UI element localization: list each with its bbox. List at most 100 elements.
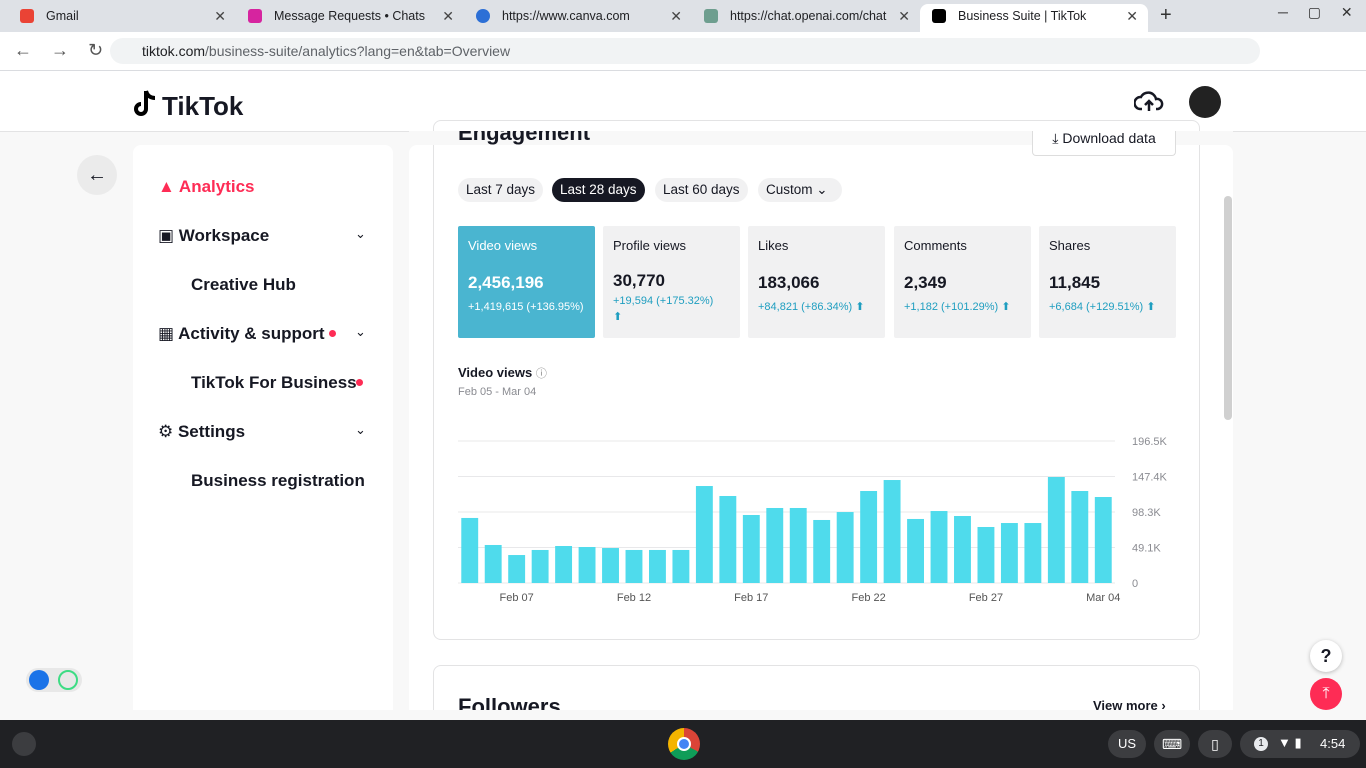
bar: [672, 549, 690, 583]
clock: 4:54: [1320, 736, 1346, 751]
metric-card[interactable]: Shares 11,845 +6,684 (+129.51%) ⬆: [1039, 226, 1176, 338]
extension-widget[interactable]: [26, 668, 82, 692]
launcher[interactable]: [12, 732, 36, 756]
y-tick-label: 0: [1132, 578, 1138, 590]
chart-subtitle: Feb 05 - Mar 04: [458, 386, 537, 398]
section-title: Engagement: [458, 131, 590, 151]
download-button[interactable]: ⤓ Download data: [1032, 131, 1176, 156]
range-tab[interactable]: Last 60 days: [655, 178, 748, 202]
bar: [461, 517, 479, 583]
tab-title: https://www.canva.com: [502, 9, 630, 23]
scrollbar-thumb[interactable]: [1224, 196, 1232, 420]
metric-value: 30,770: [613, 271, 665, 290]
bar: [766, 507, 784, 583]
nav-buttons[interactable]: ← → ↻: [14, 40, 104, 60]
close-tab[interactable]: ✕: [214, 8, 226, 24]
chevron[interactable]: ⌄: [355, 324, 366, 339]
range-tab[interactable]: Last 7 days: [458, 178, 544, 202]
tab-icon: [20, 9, 34, 23]
nav-subitem[interactable]: Business registration: [191, 471, 365, 490]
tab-icon: [704, 9, 718, 23]
metric-value: 11,845: [1049, 273, 1101, 292]
bar: [742, 514, 760, 583]
page-bottom: [0, 710, 1366, 720]
nav-item-active[interactable]: ▲ Analytics: [158, 177, 255, 196]
metric-name: Comments: [904, 238, 967, 253]
chrome-icon[interactable]: [668, 728, 700, 760]
tab-icon: [932, 9, 946, 23]
help-button[interactable]: ?: [1310, 640, 1342, 672]
x-tick-label: Feb 17: [734, 592, 768, 604]
notification-dot: [356, 379, 363, 386]
metric-change-text: +19,594 (+175.32%): [613, 295, 714, 307]
range-tab-active[interactable]: Last 28 days: [552, 178, 645, 202]
nav-item[interactable]: ▣ Workspace: [158, 226, 270, 245]
logo-text[interactable]: TikTok: [162, 91, 244, 121]
chevron[interactable]: ⌄: [355, 422, 366, 437]
y-tick-label: 147.4K: [1132, 472, 1168, 484]
metric-change: +1,419,615 (+136.95%): [468, 301, 584, 313]
keyboard-icon[interactable]: ⌨: [1154, 730, 1190, 758]
bar: [954, 516, 971, 583]
bar: [484, 544, 502, 583]
back-button[interactable]: ←: [77, 155, 117, 195]
tab[interactable]: Gmail ✕: [8, 4, 236, 32]
tab-title: Business Suite | TikTok: [958, 9, 1087, 23]
tab[interactable]: Business Suite | TikTok ✕: [920, 4, 1148, 32]
info-icon[interactable]: ⓘ: [535, 368, 547, 380]
chrome-center: [677, 737, 691, 751]
bar: [578, 547, 596, 583]
notification-dot: [329, 330, 336, 337]
address-bar[interactable]: tiktok.com/business-suite/analytics?lang…: [110, 38, 1260, 64]
new-tab[interactable]: +: [1160, 4, 1172, 26]
metric-change-text: +1,182 (+101.29%): [904, 301, 999, 313]
range-dropdown[interactable]: Custom ⌄: [758, 178, 842, 202]
nav-subitem[interactable]: Creative Hub: [191, 275, 296, 294]
close-tab[interactable]: ✕: [898, 8, 910, 24]
bar: [907, 518, 925, 583]
tab-icon: [248, 9, 262, 23]
bar: [1047, 476, 1065, 583]
chevron[interactable]: ⌄: [355, 226, 366, 241]
x-tick-label: Mar 04: [1086, 592, 1120, 604]
close-tab[interactable]: ✕: [1126, 8, 1138, 24]
input-method[interactable]: US: [1108, 730, 1146, 758]
scroll-top-button[interactable]: ⤒: [1310, 678, 1342, 710]
bar: [977, 526, 995, 583]
download-label: Download data: [1062, 131, 1156, 146]
phone-hub[interactable]: ▯: [1198, 730, 1232, 758]
bar: [836, 512, 854, 583]
os-taskbar: US ⌨ ▯ 1 ▼ ▮ 4:54: [0, 720, 1366, 768]
metric-card[interactable]: Comments 2,349 +1,182 (+101.29%) ⬆: [894, 226, 1031, 338]
tab[interactable]: https://www.canva.com ✕: [464, 4, 692, 32]
metric-card[interactable]: Profile views 30,770 +19,594 (+175.32%) ⬆: [603, 226, 740, 338]
view-more-link[interactable]: View more ›: [1093, 698, 1166, 713]
y-tick-label: 98.3K: [1132, 507, 1161, 519]
nav-label: Analytics: [178, 177, 255, 196]
metric-card[interactable]: Likes 183,066 +84,821 (+86.34%) ⬆: [748, 226, 885, 338]
scroll-mask: [409, 131, 1233, 145]
upload-icon[interactable]: [1134, 89, 1164, 115]
url-host: tiktok.com: [142, 43, 206, 59]
metric-change: +1,182 (+101.29%) ⬆: [904, 301, 1011, 313]
tab[interactable]: Message Requests • Chats ✕: [236, 4, 464, 32]
bar: [813, 519, 831, 583]
metric-card[interactable]: Video views 2,456,196 +1,419,615 (+136.95%…: [458, 226, 595, 338]
status-area[interactable]: 1 ▼ ▮ 4:54: [1240, 730, 1360, 758]
y-tick-label: 196.5K: [1132, 436, 1168, 448]
nav-item[interactable]: ⚙ Settings: [158, 422, 246, 441]
tab[interactable]: https://chat.openai.com/chat ✕: [692, 4, 920, 32]
close-tab[interactable]: ✕: [670, 8, 682, 24]
tab-title: https://chat.openai.com/chat: [730, 9, 887, 23]
url-path: /business-suite/analytics?lang=en&tab=Ov…: [205, 43, 511, 59]
metric-value: 2,456,196: [468, 273, 544, 292]
avatar[interactable]: [1189, 86, 1221, 118]
tab-title: Message Requests • Chats: [274, 9, 425, 23]
x-tick-label: Feb 12: [617, 592, 651, 604]
close-tab[interactable]: ✕: [442, 8, 454, 24]
range-label: Custom: [766, 182, 813, 197]
nav-subitem[interactable]: TikTok For Business: [191, 373, 357, 392]
window-controls[interactable]: ─ ▢ ✕: [1278, 4, 1353, 20]
nav-item[interactable]: ▦ Activity & support: [158, 324, 325, 343]
